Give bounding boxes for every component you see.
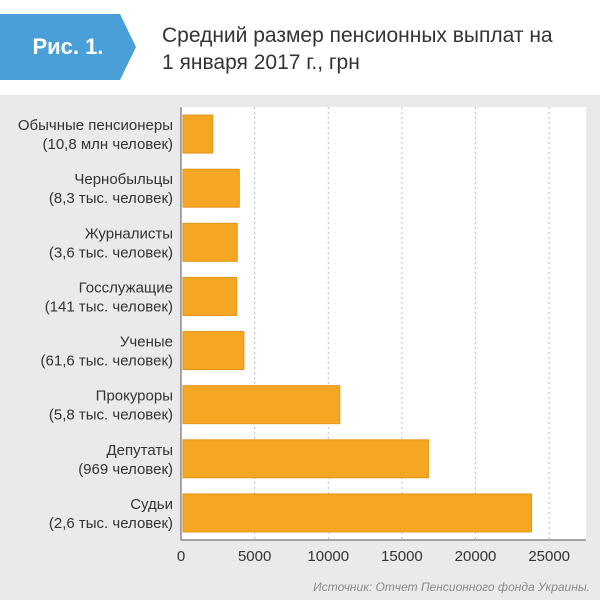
category-sublabel-1: (10,8 млн человек) — [43, 136, 174, 153]
category-label-8: Судьи — [130, 496, 173, 513]
figure-badge: Рис. 1. — [0, 14, 136, 80]
category-label-3: Журналисты — [85, 225, 173, 242]
category-sublabel-4: (141 тыс. человек) — [45, 298, 173, 315]
bar-2 — [182, 168, 240, 208]
category-sublabel-6: (5,8 тыс. человек) — [49, 407, 173, 424]
category-label-7: Депутаты — [107, 442, 174, 459]
bar-5 — [182, 331, 245, 371]
x-tick-label-20000: 20000 — [455, 548, 497, 565]
category-sublabel-7: (969 человек) — [78, 461, 173, 478]
x-tick-label-0: 0 — [177, 548, 185, 565]
bar-4 — [182, 276, 238, 316]
bar-1 — [182, 114, 214, 154]
category-label-1: Обычные пенсионеры — [18, 117, 173, 134]
x-tick-label-10000: 10000 — [307, 548, 349, 565]
category-sublabel-2: (8,3 тыс. человек) — [49, 190, 173, 207]
category-label-6: Прокуроры — [96, 388, 173, 405]
category-label-2: Чернобыльцы — [74, 171, 173, 188]
bar-3 — [182, 222, 238, 262]
x-tick-label-15000: 15000 — [381, 548, 423, 565]
bar-8 — [182, 493, 533, 533]
chart-title-line-1: Средний размер пенсионных выплат на — [162, 24, 553, 47]
x-tick-label-5000: 5000 — [238, 548, 271, 565]
category-sublabel-5: (61,6 тыс. человек) — [41, 353, 173, 370]
category-sublabel-8: (2,6 тыс. человек) — [49, 515, 173, 532]
chart-title-line-2: 1 января 2017 г., грн — [162, 51, 360, 74]
x-tick-label-25000: 25000 — [528, 548, 570, 565]
chart-header: Рис. 1. Средний размер пенсионных выплат… — [0, 0, 600, 95]
category-label-5: Ученые — [120, 334, 173, 351]
chart-title: Средний размер пенсионных выплат на 1 ян… — [162, 22, 582, 76]
bar-7 — [182, 439, 429, 479]
category-label-4: Госслужащие — [79, 279, 173, 296]
source-note: Источник: Отчет Пенсионного фонда Украин… — [313, 580, 590, 594]
bar-6 — [182, 385, 341, 425]
category-sublabel-3: (3,6 тыс. человек) — [49, 244, 173, 261]
